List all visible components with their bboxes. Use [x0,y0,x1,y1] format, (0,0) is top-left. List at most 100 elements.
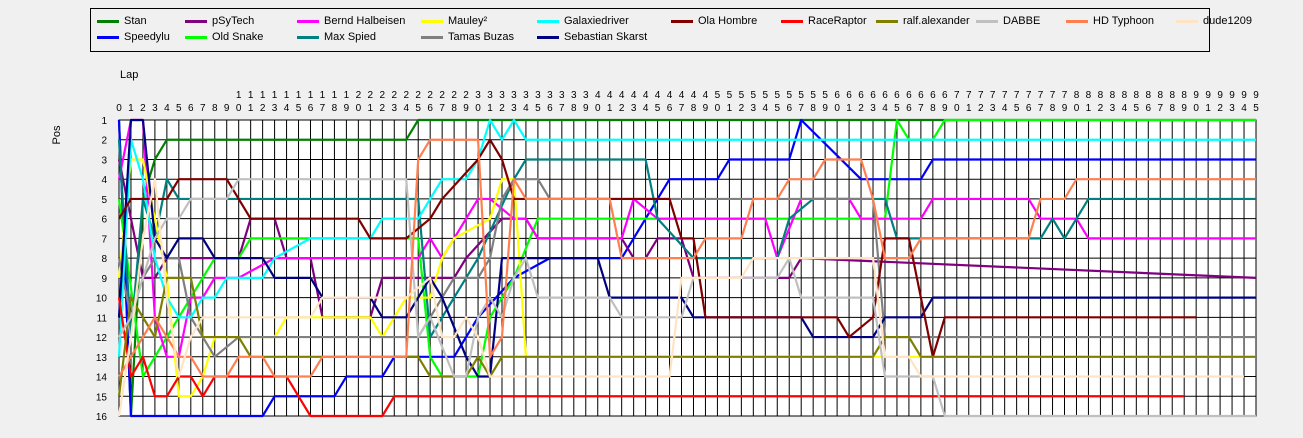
plot-area [118,119,1257,417]
series-line-hd-typhoon [118,138,1256,378]
y-tick-label: 12 [96,333,108,344]
legend-swatch [297,35,319,39]
legend-swatch [185,19,207,23]
x-tick-labels: 0 1 2 3 4 5 6 7 8 91 01 11 21 31 41 51 61 71 81 92 02 12 22 32 4… [116,90,1259,114]
x-tick-label: 6 [188,103,194,114]
y-tick-label: 4 [101,175,107,186]
x-tick-label: 0 [116,103,122,114]
y-tick-label: 6 [101,215,107,226]
x-tick-label: 1 [128,103,134,114]
legend-item: dude1209 [1176,13,1252,29]
legend: Stan Speedylu pSyTech Old Snake Bernd Halbei… [90,8,1252,52]
legend-item: Old Snake [185,29,263,45]
legend-item: Tamas Buzas [421,29,514,45]
legend-label: ralf.alexander [903,15,970,27]
x-tick-label: 2 [140,103,146,114]
y-tick-label: 3 [101,155,107,166]
y-tick-label: 10 [96,294,108,305]
y-tick-label: 9 [101,274,107,285]
legend-swatch [976,19,998,23]
x-tick-label: 3 [152,103,158,114]
legend-item: Max Spied [297,29,376,45]
series-line-stan [117,118,1256,418]
legend-label: Stan [124,15,147,27]
legend-label: Galaxiedriver [564,15,629,27]
x-axis-title: Lap [120,69,138,81]
legend-label: Speedylu [124,31,170,43]
legend-label: Sebastian Skarst [564,31,648,43]
legend-item: RaceRaptor [781,13,867,29]
x-tick-label: 7 [200,103,206,114]
legend-item: Ola Hombre [671,13,757,29]
x-tick-label: 4 [164,103,170,114]
legend-swatch [1176,19,1198,23]
y-tick-label: 8 [101,254,107,265]
legend-label: Tamas Buzas [448,31,515,43]
grid [118,119,1257,417]
legend-label: Max Spied [324,31,376,43]
y-tick-label: 7 [101,234,107,245]
legend-item: Stan [97,13,147,29]
x-tick-label: 9 [224,103,230,114]
legend-swatch [421,19,443,23]
y-tick-label: 1 [101,116,107,127]
legend-label: Old Snake [212,31,264,43]
legend-label: DABBE [1003,15,1041,27]
legend-swatch [97,35,119,39]
legend-swatch [1066,19,1088,23]
legend-swatch [297,19,319,23]
series-line-sebastian-skarst [117,118,1256,378]
